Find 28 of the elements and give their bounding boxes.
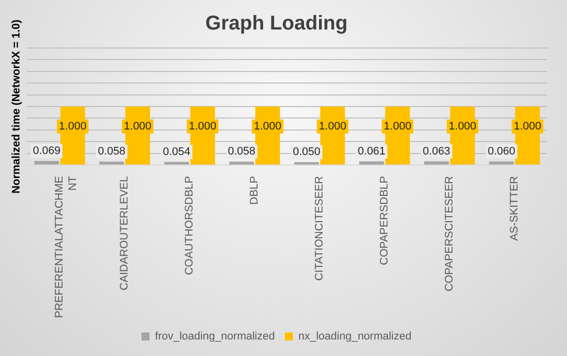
x-tick-label: AS-SKITTER bbox=[508, 176, 521, 241]
x-tick-label: COPAPERSCITESEER bbox=[444, 176, 456, 292]
x-tick-label: DBLP bbox=[248, 176, 261, 205]
y-axis-title: Normalized time (NetworkX = 1.0) bbox=[10, 19, 23, 194]
data-label: 0.058 bbox=[228, 146, 256, 158]
data-label: 1.000 bbox=[514, 120, 542, 133]
data-label: 1.000 bbox=[448, 120, 476, 133]
data-label: 1.000 bbox=[384, 120, 412, 133]
x-tick-label: COPAPERSDBLP bbox=[378, 176, 391, 266]
data-label: 0.054 bbox=[162, 146, 190, 158]
data-label: 0.050 bbox=[292, 146, 320, 158]
x-tick-label: CITATIONCITESEER bbox=[314, 176, 326, 281]
x-tick-label: PREFERENTIALATTACHMENT bbox=[54, 176, 79, 318]
data-label: 1.000 bbox=[58, 120, 86, 133]
data-label: 0.061 bbox=[358, 145, 386, 158]
data-label: 1.000 bbox=[188, 120, 216, 133]
data-label: 1.000 bbox=[124, 120, 152, 133]
legend-label: frov_loading_normalized bbox=[155, 330, 275, 343]
x-tick-label: COAUTHORSDBLP bbox=[184, 176, 196, 276]
chart-title: Graph Loading bbox=[205, 12, 348, 35]
data-label: 0.058 bbox=[98, 146, 126, 158]
data-label: 1.000 bbox=[254, 120, 282, 133]
data-label: 1.000 bbox=[318, 120, 346, 133]
legend-label: nx_loading_normalized bbox=[298, 330, 412, 343]
data-label: 0.063 bbox=[422, 145, 450, 158]
data-label: 0.060 bbox=[488, 146, 516, 158]
data-label: 0.069 bbox=[32, 145, 60, 157]
x-tick-label: CAIDAROUTERLEVEL bbox=[118, 176, 131, 290]
